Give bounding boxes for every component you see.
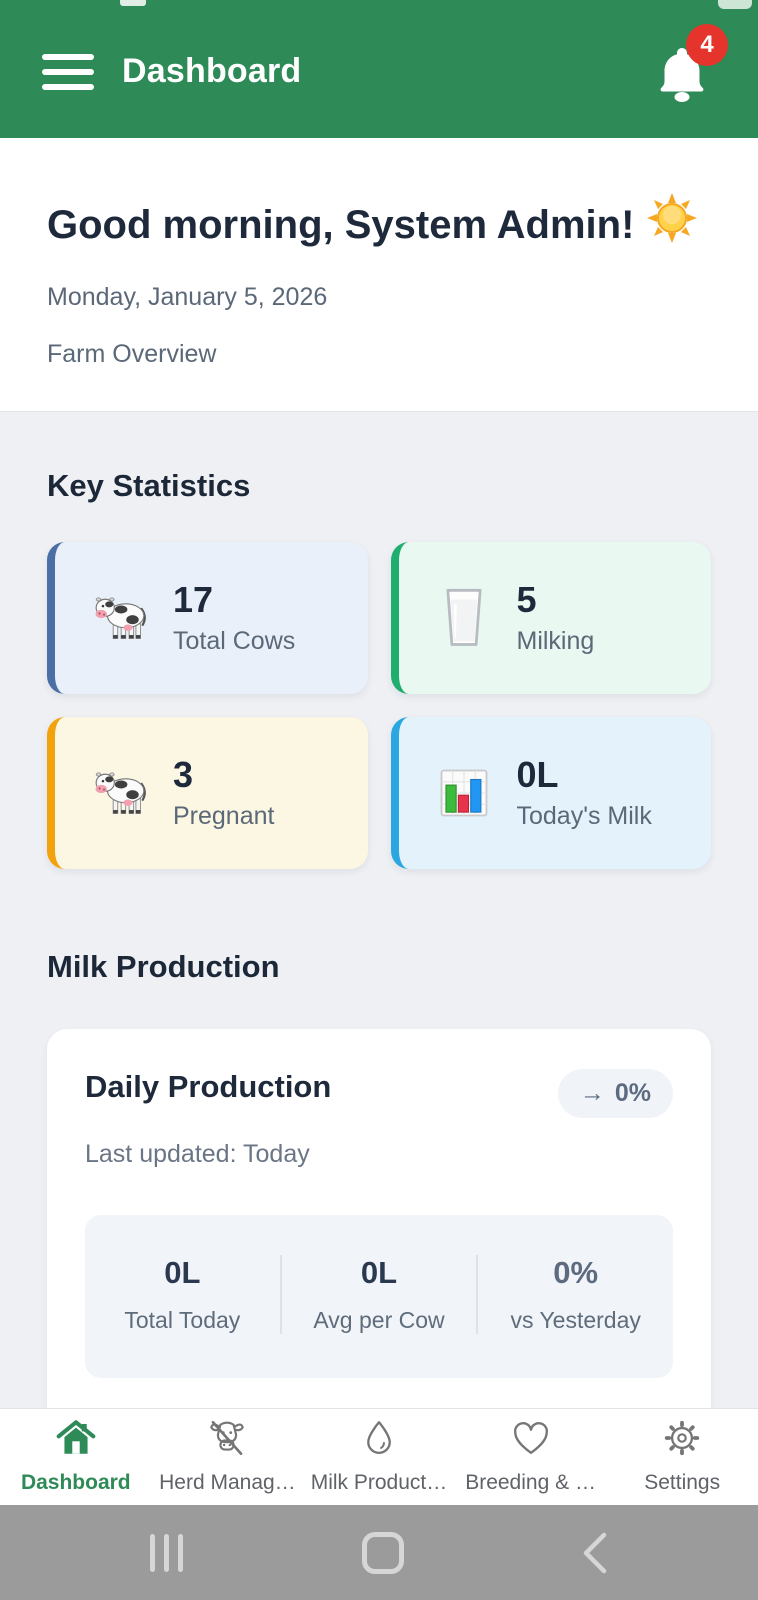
stat-card-pregnant[interactable]: 3 Pregnant	[47, 717, 368, 869]
stat-value: 3	[173, 753, 194, 795]
stat-label: Today's Milk	[516, 802, 652, 831]
android-navigation-bar	[0, 1505, 758, 1600]
stat-avg-per-cow: 0L Avg per Cow	[279, 1255, 477, 1334]
tab-breeding[interactable]: Breeding & …	[455, 1409, 607, 1505]
cow-slash-icon	[207, 1419, 247, 1462]
last-updated-label: Last updated: Today	[85, 1140, 310, 1168]
greeting-title: Good morning, System Admin!	[47, 192, 711, 257]
cow-icon	[89, 768, 151, 818]
stat-card-milking[interactable]: 5 Milking	[390, 542, 711, 694]
page-title: Dashboard	[122, 51, 302, 90]
bottom-navigation: Dashboard Herd Manag…	[0, 1408, 758, 1505]
tab-label: Dashboard	[20, 1471, 131, 1494]
back-icon	[583, 1532, 607, 1573]
cow-icon	[89, 593, 151, 643]
home-circle-icon	[361, 1531, 404, 1574]
trend-badge: → 0%	[557, 1069, 673, 1118]
menu-icon[interactable]	[42, 54, 94, 90]
milk-glass-icon	[433, 588, 495, 648]
trend-value: 0%	[614, 1079, 651, 1107]
tab-label: Breeding & …	[465, 1471, 596, 1494]
stat-label: Milking	[516, 627, 595, 656]
stat-value: 17	[173, 578, 214, 620]
tab-dashboard[interactable]: Dashboard	[0, 1409, 152, 1505]
stat-card-todays-milk[interactable]: 0L Today's Milk	[390, 717, 711, 869]
home-button[interactable]	[361, 1531, 404, 1574]
stat-label: Pregnant	[173, 802, 275, 831]
farm-overview-label: Farm Overview	[47, 340, 217, 368]
back-button[interactable]	[582, 1531, 608, 1575]
gear-icon	[662, 1419, 702, 1462]
stat-cards-grid: 17 Total Cows 5 Milking	[47, 542, 711, 869]
stat-total-today: 0L Total Today	[124, 1255, 241, 1333]
tab-herd-management[interactable]: Herd Manag…	[152, 1409, 304, 1505]
tab-label: Milk Product…	[310, 1471, 448, 1494]
stat-value: 0L	[516, 753, 559, 795]
stat-value: 5	[516, 578, 537, 620]
key-statistics-heading: Key Statistics	[47, 468, 251, 503]
app-header: Dashboard 4	[0, 0, 758, 138]
notification-count-badge: 4	[686, 24, 728, 66]
bell-icon	[654, 48, 710, 108]
status-bar-remnant	[120, 0, 146, 6]
stat-vs-yesterday: 0% vs Yesterday	[476, 1255, 673, 1334]
droplet-icon	[359, 1419, 399, 1462]
tab-label: Settings	[644, 1471, 721, 1494]
tab-milk-production[interactable]: Milk Product…	[303, 1409, 455, 1505]
stat-card-total-cows[interactable]: 17 Total Cows	[47, 542, 368, 694]
heart-icon	[511, 1419, 551, 1462]
trend-arrow-icon: →	[579, 1079, 605, 1107]
milk-production-heading: Milk Production	[47, 949, 280, 984]
greeting-date: Monday, January 5, 2026	[47, 283, 328, 311]
home-icon	[56, 1419, 96, 1462]
production-stats-panel: 0L Total Today 0L Avg per Cow 0% vs Yest…	[85, 1215, 673, 1378]
stat-label: Total Cows	[173, 627, 296, 656]
daily-production-card: Daily Production → 0% Last updated: Toda…	[47, 1029, 711, 1438]
tab-label: Herd Manag…	[159, 1471, 296, 1494]
bar-chart-icon	[433, 766, 495, 820]
status-bar-battery-remnant	[718, 0, 752, 9]
tab-settings[interactable]: Settings	[606, 1409, 758, 1505]
daily-production-title: Daily Production	[85, 1069, 332, 1104]
notifications-button[interactable]: 4	[654, 24, 728, 104]
greeting-section: Good morning, System Admin!	[0, 138, 758, 412]
recents-button[interactable]	[150, 1533, 183, 1572]
sun-icon	[646, 192, 698, 257]
